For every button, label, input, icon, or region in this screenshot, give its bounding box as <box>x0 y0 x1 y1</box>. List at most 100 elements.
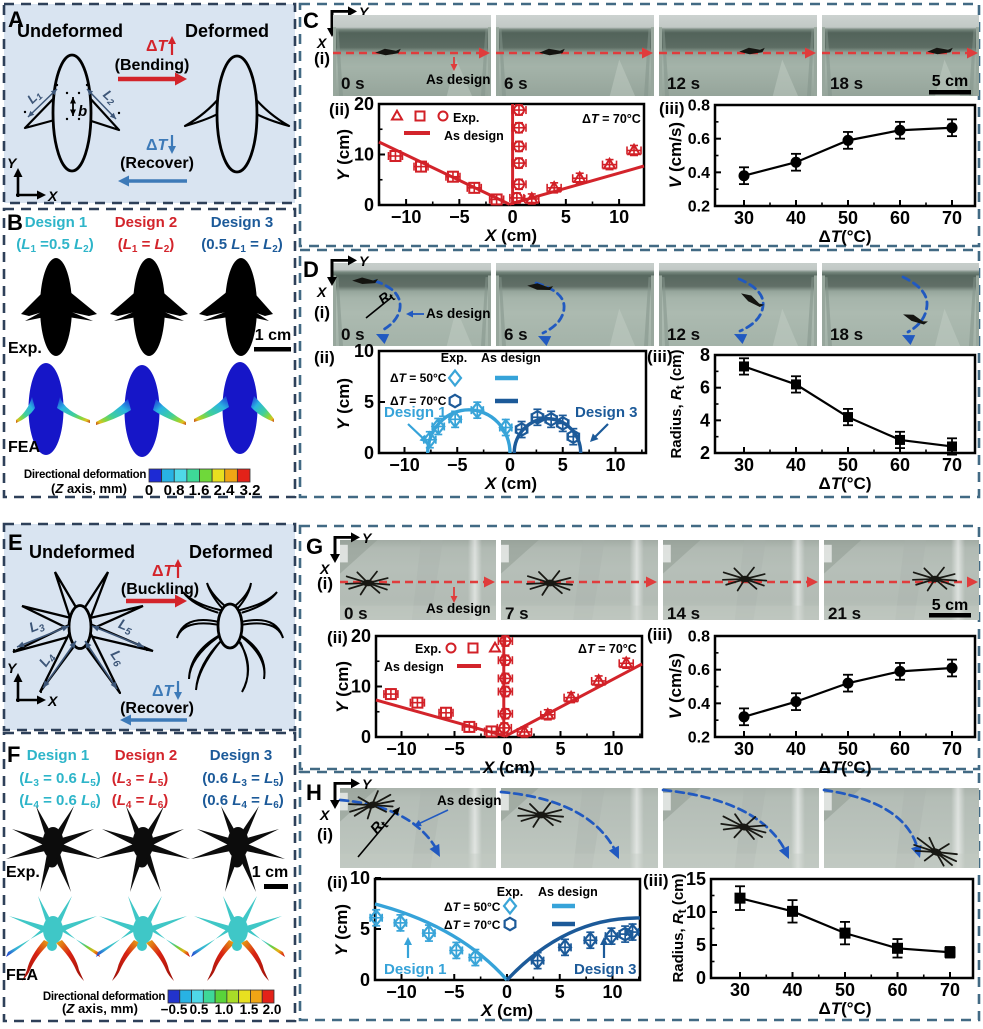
svg-text:0: 0 <box>360 970 370 990</box>
svg-text:(L4 = 0.6 L6): (L4 = 0.6 L6) <box>19 792 101 811</box>
svg-text:(iii): (iii) <box>659 99 685 118</box>
svg-text:0 s: 0 s <box>344 604 368 623</box>
svg-text:Y: Y <box>7 155 18 171</box>
svg-text:−5: −5 <box>449 207 470 227</box>
svg-text:Exp.: Exp. <box>8 340 42 357</box>
svg-text:60: 60 <box>887 980 907 1000</box>
svg-text:10: 10 <box>354 341 374 361</box>
svg-text:0.2: 0.2 <box>688 730 710 747</box>
svg-text:0: 0 <box>502 739 512 759</box>
svg-text:Exp.: Exp. <box>415 642 441 656</box>
svg-text:Deformed: Deformed <box>185 21 269 41</box>
svg-text:X: X <box>47 693 59 709</box>
svg-text:X: X <box>316 284 328 300</box>
svg-text:50: 50 <box>835 980 855 1000</box>
svg-text:b: b <box>78 103 87 120</box>
svg-text:8: 8 <box>700 345 710 365</box>
svg-text:30: 30 <box>734 208 754 228</box>
svg-text:A: A <box>8 7 24 32</box>
svg-text:As design: As design <box>384 660 444 674</box>
svg-text:50: 50 <box>838 455 858 475</box>
svg-text:L5: L5 <box>115 615 136 638</box>
svg-text:ΔT = 70°C: ΔT = 70°C <box>390 394 447 408</box>
svg-text:(i): (i) <box>317 574 333 593</box>
svg-text:(ii): (ii) <box>327 628 348 647</box>
svg-text:60: 60 <box>890 455 910 475</box>
svg-text:1 cm: 1 cm <box>252 864 288 881</box>
svg-text:(L3 = L5): (L3 = L5) <box>112 770 169 789</box>
svg-text:Design 2: Design 2 <box>115 214 178 231</box>
svg-text:10: 10 <box>350 868 370 888</box>
svg-text:4: 4 <box>700 410 710 430</box>
svg-text:0.6: 0.6 <box>688 662 710 679</box>
svg-text:0.8: 0.8 <box>164 482 185 499</box>
svg-text:As design: As design <box>538 885 598 899</box>
svg-text:Undeformed: Undeformed <box>17 21 123 41</box>
svg-text:ΔT = 70°C: ΔT = 70°C <box>582 112 641 126</box>
svg-text:70: 70 <box>942 208 962 228</box>
svg-text:(i): (i) <box>314 49 330 68</box>
svg-text:0.6: 0.6 <box>688 131 710 148</box>
svg-text:70: 70 <box>942 739 962 759</box>
svg-text:0: 0 <box>145 482 153 499</box>
svg-text:1.5: 1.5 <box>240 1002 259 1017</box>
svg-text:FEA: FEA <box>6 967 38 984</box>
svg-text:−5: −5 <box>444 982 465 1002</box>
svg-text:ΔT: ΔT <box>146 38 169 55</box>
svg-text:1.6: 1.6 <box>189 482 210 499</box>
svg-text:5 cm: 5 cm <box>932 73 968 90</box>
svg-text:10: 10 <box>602 982 622 1002</box>
svg-text:40: 40 <box>786 739 806 759</box>
svg-text:70: 70 <box>942 455 962 475</box>
svg-text:(iii): (iii) <box>643 871 669 890</box>
svg-text:Y (cm): Y (cm) <box>334 129 353 181</box>
svg-text:V (cm/s): V (cm/s) <box>666 122 685 188</box>
svg-text:1 cm: 1 cm <box>255 327 291 344</box>
svg-text:X (cm): X (cm) <box>482 758 535 777</box>
svg-text:2: 2 <box>700 443 710 463</box>
svg-text:As design: As design <box>426 601 491 616</box>
svg-text:(Recover): (Recover) <box>120 155 194 172</box>
svg-text:0.8: 0.8 <box>688 98 710 115</box>
svg-text:15: 15 <box>686 869 706 889</box>
svg-text:ΔT(°C): ΔT(°C) <box>818 474 871 493</box>
svg-text:0.2: 0.2 <box>688 199 710 216</box>
svg-text:Design 1: Design 1 <box>384 961 447 978</box>
svg-text:Undeformed: Undeformed <box>29 542 135 562</box>
svg-text:Directional deformation: Directional deformation <box>24 469 146 481</box>
svg-text:−10: −10 <box>386 982 417 1002</box>
svg-text:ΔT: ΔT <box>152 683 175 700</box>
svg-text:X: X <box>319 807 331 823</box>
svg-text:−5: −5 <box>447 455 468 475</box>
svg-text:ΔT(°C): ΔT(°C) <box>818 758 871 777</box>
svg-text:5: 5 <box>561 207 571 227</box>
svg-text:ΔT = 70°C: ΔT = 70°C <box>444 918 501 932</box>
svg-text:5: 5 <box>555 739 565 759</box>
svg-text:X: X <box>319 561 331 577</box>
svg-text:Design 3: Design 3 <box>211 214 274 231</box>
svg-text:−0.5: −0.5 <box>161 1002 188 1017</box>
svg-text:0: 0 <box>361 727 371 747</box>
svg-text:1.0: 1.0 <box>215 1002 234 1017</box>
svg-text:2.4: 2.4 <box>214 482 236 499</box>
svg-text:(i): (i) <box>317 825 333 844</box>
svg-text:Exp.: Exp. <box>6 864 40 881</box>
svg-text:20: 20 <box>354 94 374 114</box>
svg-text:X (cm): X (cm) <box>484 226 537 245</box>
svg-text:FEA: FEA <box>8 439 40 456</box>
svg-text:10: 10 <box>686 902 706 922</box>
svg-text:0: 0 <box>502 982 512 1002</box>
svg-text:Y: Y <box>362 530 373 546</box>
svg-text:(Recover): (Recover) <box>120 700 194 717</box>
svg-text:(0.5 L1 = L2): (0.5 L1 = L2) <box>201 236 283 255</box>
svg-text:ΔT = 50°C: ΔT = 50°C <box>444 900 501 914</box>
svg-text:(Z axis, mm): (Z axis, mm) <box>51 481 127 496</box>
svg-text:−10: −10 <box>391 207 422 227</box>
svg-text:6 s: 6 s <box>504 325 528 344</box>
svg-text:Y: Y <box>362 776 373 792</box>
svg-text:10: 10 <box>609 207 629 227</box>
svg-text:Y (cm): Y (cm) <box>333 661 352 713</box>
svg-text:0: 0 <box>364 443 374 463</box>
svg-text:As design: As design <box>481 351 541 365</box>
svg-text:0 s: 0 s <box>341 325 365 344</box>
